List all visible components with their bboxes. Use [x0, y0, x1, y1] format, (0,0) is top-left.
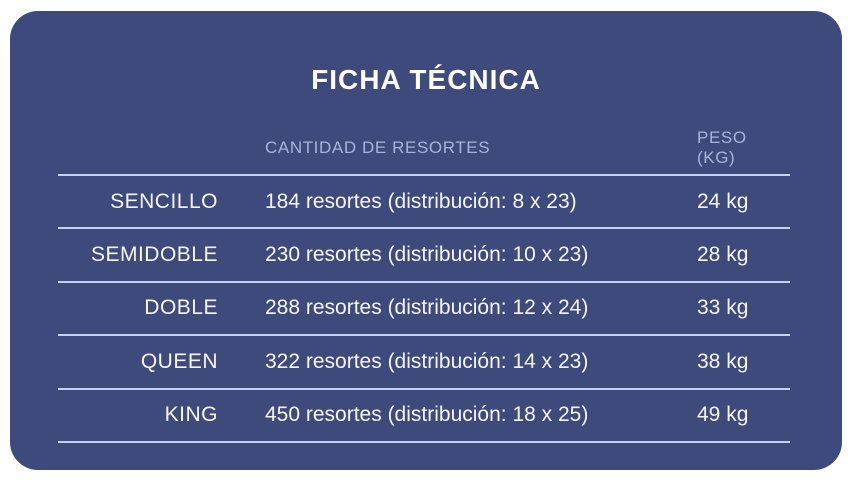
header-weight: PESO (KG)	[697, 128, 747, 167]
row-springs: 288 resortes (distribución: 12 x 24)	[265, 296, 589, 320]
row-weight: 24 kg	[697, 189, 749, 213]
row-springs: 322 resortes (distribución: 14 x 23)	[265, 349, 589, 373]
row-springs: 450 resortes (distribución: 18 x 25)	[265, 403, 589, 427]
row-label: SENCILLO	[110, 189, 218, 213]
header-springs-count: CANTIDAD DE RESORTES	[265, 138, 491, 157]
row-springs: 230 resortes (distribución: 10 x 23)	[265, 243, 589, 267]
spec-table: CANTIDAD DE RESORTES PESO (KG) SENCILLO …	[58, 122, 790, 443]
row-weight: 28 kg	[697, 243, 749, 267]
table-row-doble: DOBLE 288 resortes (distribución: 12 x 2…	[58, 283, 790, 337]
table-row-queen: QUEEN 322 resortes (distribución: 14 x 2…	[58, 336, 790, 390]
table-header-row: CANTIDAD DE RESORTES PESO (KG)	[58, 122, 790, 176]
page-title: FICHA TÉCNICA	[311, 64, 541, 95]
table-row-king: KING 450 resortes (distribución: 18 x 25…	[58, 390, 790, 443]
row-label: KING	[164, 403, 218, 427]
row-springs: 184 resortes (distribución: 8 x 23)	[265, 189, 577, 213]
row-weight: 33 kg	[697, 296, 749, 320]
spec-sheet-card: FICHA TÉCNICA CANTIDAD DE RESORTES PESO …	[10, 11, 842, 470]
row-label: QUEEN	[140, 349, 218, 373]
table-row-sencillo: SENCILLO 184 resortes (distribución: 8 x…	[58, 176, 790, 230]
row-weight: 38 kg	[697, 349, 749, 373]
row-weight: 49 kg	[697, 403, 749, 427]
row-label: DOBLE	[144, 296, 218, 320]
table-row-semidoble: SEMIDOBLE 230 resortes (distribución: 10…	[58, 229, 790, 283]
row-label: SEMIDOBLE	[90, 243, 218, 267]
